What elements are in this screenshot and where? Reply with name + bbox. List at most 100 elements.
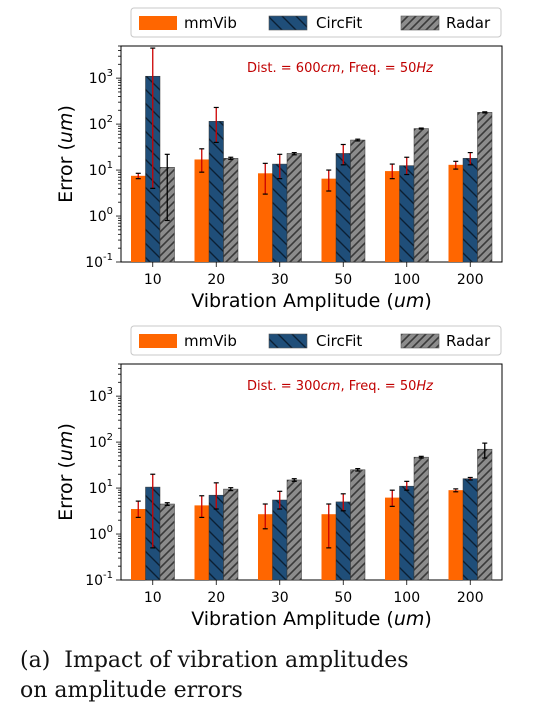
errorbar-mmvib-30 [262,162,268,195]
bar-radar-100 [413,456,429,581]
legend-swatch-radar [400,333,440,349]
y-tick-label: 102 [89,114,113,133]
y-axis-label: Error (um) [55,423,77,521]
bar-mmvib-10 [131,175,146,262]
bar-mmvib-30 [258,173,273,262]
legend-swatch-mmvib [139,334,177,348]
errorbar-mmvib-20 [199,495,205,519]
chart-bottom: mmVib CircFit Radar 10-1 100 101 102 103 Error (… [55,325,503,630]
bar-radar-20 [223,488,239,581]
x-tick-label-200: 200 [457,590,484,606]
legend-label-circfit: CircFit [316,332,362,350]
y-tick-label: 101 [89,160,113,179]
errorbar-circfit-10 [150,473,156,549]
bar-mmvib-200 [448,164,463,262]
x-tick-label-10: 10 [144,272,162,288]
bar-mmvib-50 [321,178,336,262]
errorbar-radar-10 [164,502,170,506]
errorbar-mmvib-200 [453,488,459,493]
bar-mmvib-10 [131,509,146,580]
condition-annotation: Dist. = 300cm, Freq. = 50Hz [247,379,434,394]
errorbar-mmvib-20 [199,148,205,173]
x-tick-label-30: 30 [271,590,289,606]
errorbar-radar-20 [228,487,234,492]
x-tick-label-20: 20 [207,590,225,606]
y-tick-label: 101 [89,478,113,497]
legend-label-circfit: CircFit [316,14,362,32]
bar-mmvib-30 [258,514,273,580]
errorbar-circfit-50 [340,143,346,166]
bar-radar-50 [350,139,366,263]
bar-circfit-100 [399,485,415,581]
errorbar-mmvib-100 [389,489,395,507]
bar-radar-200 [477,112,493,263]
y-tick-label: 10-1 [85,252,113,271]
y-tick-label: 100 [89,524,113,543]
bar-mmvib-100 [385,497,400,580]
legend-label-mmvib: mmVib [184,14,237,32]
errorbar-radar-20 [228,156,234,161]
errorbar-mmvib-10 [135,500,141,519]
errorbar-radar-10 [164,153,170,222]
errorbar-circfit-100 [404,480,410,491]
caption-line-1: (a) Impact of vibration amplitudes [20,646,520,676]
figure-caption: (a) Impact of vibration amplitudes on am… [20,646,520,706]
bar-radar-20 [223,158,239,263]
chart-top: mmVib CircFit Radar 10-1 100 101 102 103 Error (… [55,7,503,312]
errorbar-circfit-20 [213,482,219,510]
legend-label-mmvib: mmVib [184,332,237,350]
bars [131,47,493,263]
bar-radar-50 [350,469,366,581]
caption-text-2: on amplitude errors [20,678,243,703]
bars [131,442,493,581]
y-tick-label: 103 [89,386,113,405]
errorbar-mmvib-50 [326,503,332,549]
caption-label: (a) [20,648,51,673]
x-tick-label-20: 20 [207,272,225,288]
bar-circfit-50 [335,153,351,263]
bar-circfit-50 [335,501,351,581]
legend-label-radar: Radar [446,332,491,350]
errorbar-mmvib-50 [326,169,332,192]
errorbar-circfit-20 [213,106,219,143]
errorbar-circfit-10 [150,47,156,189]
errorbar-circfit-30 [277,490,283,510]
errorbar-circfit-100 [404,156,410,176]
errorbar-radar-50 [355,138,361,142]
legend: mmVib CircFit Radar [130,325,502,356]
plot-frame [120,363,503,581]
bar-circfit-30 [272,499,288,581]
x-tick-label-50: 50 [334,272,352,288]
errorbar-radar-50 [355,468,361,472]
errorbar-radar-100 [418,127,424,130]
bar-radar-30 [286,153,302,263]
bar-radar-100 [413,128,429,263]
caption-text-1: Impact of vibration amplitudes [64,648,409,673]
errorbar-mmvib-200 [453,160,459,170]
errorbar-circfit-200 [467,476,473,481]
legend-swatch-mmvib [139,16,177,30]
bar-circfit-200 [462,158,478,263]
x-axis-label: Vibration Amplitude (um) [191,290,432,312]
legend-label-radar: Radar [446,14,491,32]
errorbar-circfit-50 [340,493,346,512]
x-tick-label-50: 50 [334,590,352,606]
bar-circfit-200 [462,478,478,581]
legend: mmVib CircFit Radar [130,7,502,38]
y-tick-label: 103 [89,68,113,87]
errorbar-circfit-200 [467,151,473,166]
errorbar-radar-200 [482,442,488,459]
x-tick-label-200: 200 [457,272,484,288]
bar-mmvib-20 [194,159,209,262]
errorbar-radar-100 [418,455,424,459]
x-tick-label-100: 100 [393,590,420,606]
x-axis-label: Vibration Amplitude (um) [191,608,432,630]
y-tick-label: 102 [89,432,113,451]
bar-mmvib-200 [448,490,463,580]
legend-swatch-radar [400,15,440,31]
errorbar-radar-200 [482,111,488,114]
errorbar-mmvib-30 [262,503,268,530]
y-tick-label: 10-1 [85,570,113,589]
errorbar-circfit-30 [277,153,283,180]
